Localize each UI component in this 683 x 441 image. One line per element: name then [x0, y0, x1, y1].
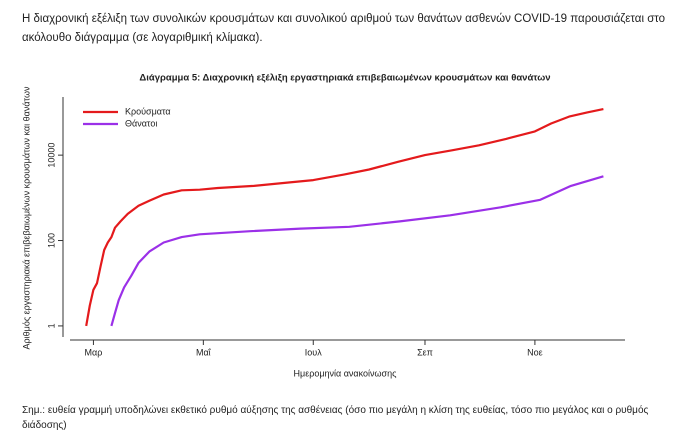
chart: Διάγραμμα 5: Διαχρονική εξέλιξη εργαστηρ…: [21, 73, 625, 378]
legend-label: Κρούσματα: [125, 106, 171, 116]
x-tick-label: Νοε: [527, 347, 543, 357]
chart-title: Διάγραμμα 5: Διαχρονική εξέλιξη εργαστηρ…: [139, 73, 550, 84]
x-tick-label: Μαρ: [85, 347, 103, 357]
y-tick-label: 10000: [46, 143, 56, 168]
y-tick-label: 1: [46, 323, 56, 328]
x-tick-label: Σεπ: [417, 347, 433, 357]
x-tick-label: Ιουλ: [305, 347, 322, 357]
x-axis-label: Ημερομηνία ανακοίνωσης: [294, 368, 398, 378]
intro-text: Η διαχρονική εξέλιξη των συνολικών κρουσ…: [22, 13, 666, 44]
x-tick-label: Μαΐ: [196, 347, 212, 357]
series-line: [85, 108, 604, 327]
note-text: Σημ.: ευθεία γραμμή υποδηλώνει εκθετικό …: [22, 405, 649, 431]
y-axis-label: Αριθμός εργαστηριακά επιβεβαιωμένων κρου…: [21, 86, 31, 349]
legend-label: Θάνατοι: [125, 118, 157, 128]
y-tick-label: 100: [46, 233, 56, 248]
series-line: [110, 175, 604, 327]
